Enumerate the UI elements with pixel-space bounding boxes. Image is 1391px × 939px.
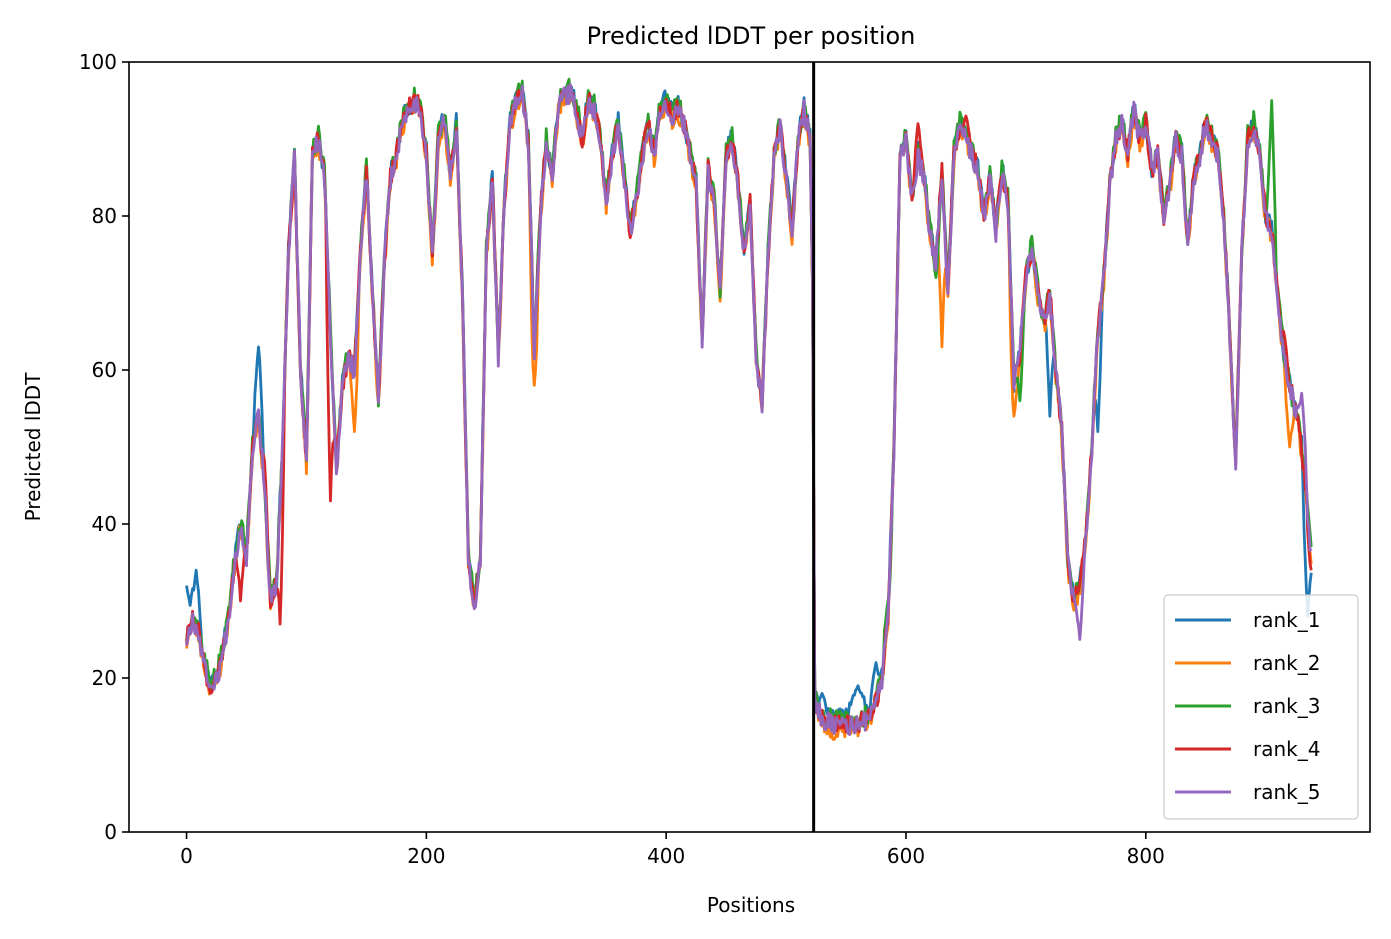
x-tick-label: 0 bbox=[180, 844, 193, 868]
plot-area bbox=[128, 61, 1371, 833]
y-axis: 0 20 40 60 80 100 bbox=[79, 50, 129, 844]
legend: rank_1 rank_2 rank_3 rank_4 rank_5 bbox=[1163, 594, 1359, 820]
y-tick-label: 40 bbox=[92, 512, 117, 536]
y-tick-label: 20 bbox=[92, 666, 117, 690]
x-tick-label: 200 bbox=[407, 844, 445, 868]
x-axis: 0 200 400 600 800 bbox=[180, 832, 1165, 868]
y-tick-label: 0 bbox=[104, 820, 117, 844]
legend-label-rank_1: rank_1 bbox=[1253, 608, 1320, 632]
legend-label-rank_2: rank_2 bbox=[1253, 651, 1320, 675]
legend-label-rank_3: rank_3 bbox=[1253, 694, 1320, 718]
x-axis-title: Positions bbox=[707, 893, 795, 917]
chart-title: Predicted lDDT per position bbox=[587, 22, 916, 50]
y-tick-label: 60 bbox=[92, 358, 117, 382]
y-tick-label: 100 bbox=[79, 50, 117, 74]
series-line-rank_2 bbox=[185, 89, 1313, 741]
plot-frame bbox=[128, 61, 1371, 833]
legend-label-rank_5: rank_5 bbox=[1253, 780, 1320, 804]
x-tick-label: 600 bbox=[887, 844, 925, 868]
legend-frame bbox=[1163, 594, 1359, 820]
y-tick-label: 80 bbox=[92, 204, 117, 228]
legend-label-rank_4: rank_4 bbox=[1253, 737, 1320, 761]
series-line-rank_5 bbox=[185, 83, 1313, 737]
x-tick-label: 400 bbox=[647, 844, 685, 868]
series-layer bbox=[185, 77, 1313, 741]
y-axis-title: Predicted lDDT bbox=[21, 372, 45, 522]
x-tick-label: 800 bbox=[1127, 844, 1165, 868]
